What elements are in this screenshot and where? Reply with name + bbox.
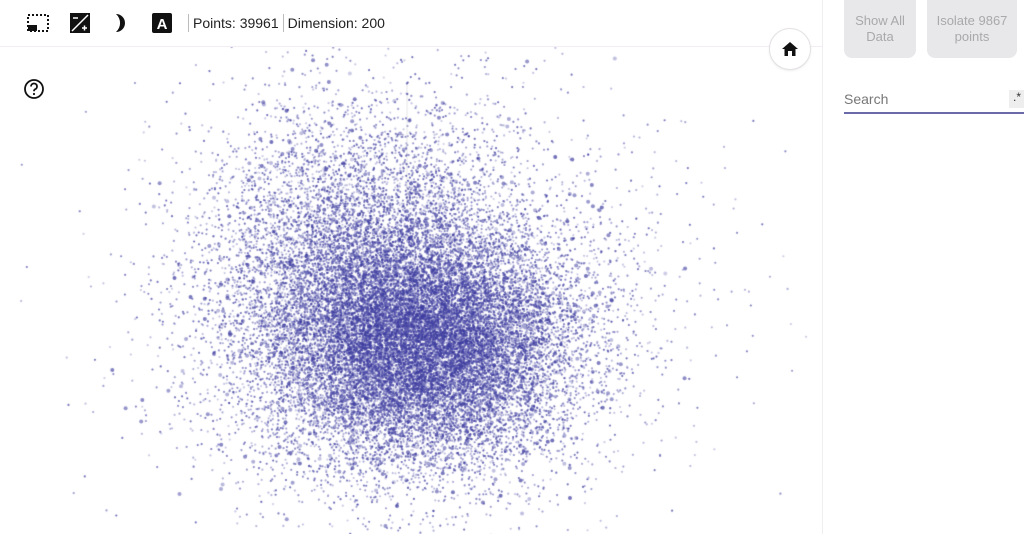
- projector-main: A Points: 39961 Dimension: 200: [0, 0, 822, 534]
- reset-view-button[interactable]: [769, 28, 811, 70]
- scatter-plot-canvas[interactable]: [0, 47, 822, 534]
- toolbar: A Points: 39961 Dimension: 200: [0, 0, 822, 47]
- help-icon[interactable]: [24, 79, 44, 99]
- home-icon: [782, 42, 798, 56]
- points-count: Points: 39961: [193, 15, 279, 31]
- label-font-icon[interactable]: A: [151, 12, 173, 34]
- night-mode-contrast-icon[interactable]: [69, 12, 91, 34]
- moon-icon[interactable]: [110, 12, 132, 34]
- show-all-data-button[interactable]: Show All Data: [844, 0, 916, 58]
- divider: [188, 14, 189, 32]
- isolate-points-button[interactable]: Isolate 9867 points: [927, 0, 1017, 58]
- selection-box-icon[interactable]: [27, 12, 49, 34]
- divider: [282, 14, 284, 32]
- dimension-count: Dimension: 200: [287, 15, 385, 31]
- inspector-panel: Show All Data Isolate 9867 points .*: [822, 0, 1024, 534]
- svg-text:A: A: [157, 16, 168, 33]
- regex-toggle[interactable]: .*: [1009, 90, 1024, 108]
- search-field: .*: [844, 88, 1024, 114]
- search-input[interactable]: [844, 88, 994, 110]
